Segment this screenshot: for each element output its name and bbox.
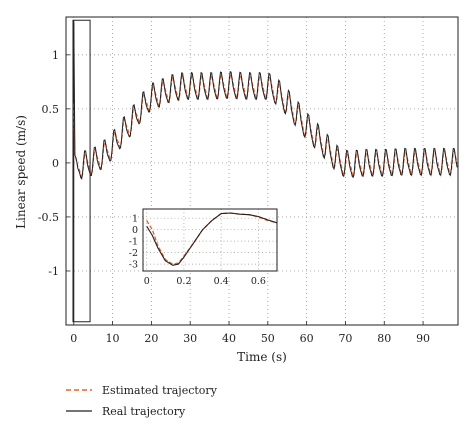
inset-x-tick-label: 0 <box>144 276 150 287</box>
inset-y-tick-label: -1 <box>129 237 138 248</box>
legend-label-estimated: Estimated trajectory <box>102 384 218 397</box>
y-tick-label: 0.5 <box>42 103 60 116</box>
main-plot-frame <box>65 16 459 326</box>
x-tick-label: 40 <box>222 332 236 345</box>
x-tick-label: 20 <box>144 332 158 345</box>
inset-series-real-line <box>146 212 278 266</box>
y-tick-label: -1 <box>48 265 59 278</box>
inset-y-tick-label: -2 <box>129 248 138 259</box>
x-tick-label: 10 <box>106 332 120 345</box>
inset-y-tick-label: 0 <box>132 225 138 236</box>
inset-chart: 0 0.2 0.4 0.6-3-2-101 <box>129 208 278 287</box>
main-tick-labels: 0 10 20 30 40 50 60 70 80 90-1-0.500.51 <box>38 49 430 345</box>
inset-y-tick-label: -3 <box>129 260 138 271</box>
y-tick-label: 0 <box>52 157 59 170</box>
y-axis-label: Linear speed (m/s) <box>14 115 28 229</box>
x-axis-label: Time (s) <box>237 350 287 364</box>
legend: Estimated trajectory Real trajectory <box>66 384 218 418</box>
x-tick-label: 80 <box>377 332 391 345</box>
x-tick-label: 50 <box>261 332 275 345</box>
main-plot-lines <box>73 20 458 322</box>
x-tick-label: 90 <box>416 332 430 345</box>
series-real-line <box>73 22 458 180</box>
legend-label-real: Real trajectory <box>102 405 186 418</box>
inset-y-tick-label: 1 <box>132 214 138 225</box>
y-tick-label: 1 <box>52 49 59 62</box>
y-tick-label: -0.5 <box>38 211 59 224</box>
x-tick-label: 0 <box>70 332 77 345</box>
inset-tick-labels: 0 0.2 0.4 0.6-3-2-101 <box>129 214 266 287</box>
inset-x-tick-label: 0.2 <box>176 276 191 287</box>
inset-frame <box>142 208 278 272</box>
x-tick-label: 70 <box>338 332 352 345</box>
inset-x-tick-label: 0.4 <box>214 276 229 287</box>
inset-grid <box>143 209 277 271</box>
inset-x-tick-label: 0.6 <box>251 276 266 287</box>
x-tick-label: 30 <box>183 332 197 345</box>
inset-plot-lines <box>146 212 278 266</box>
zoom-region-box <box>72 19 91 323</box>
x-tick-label: 60 <box>300 332 314 345</box>
